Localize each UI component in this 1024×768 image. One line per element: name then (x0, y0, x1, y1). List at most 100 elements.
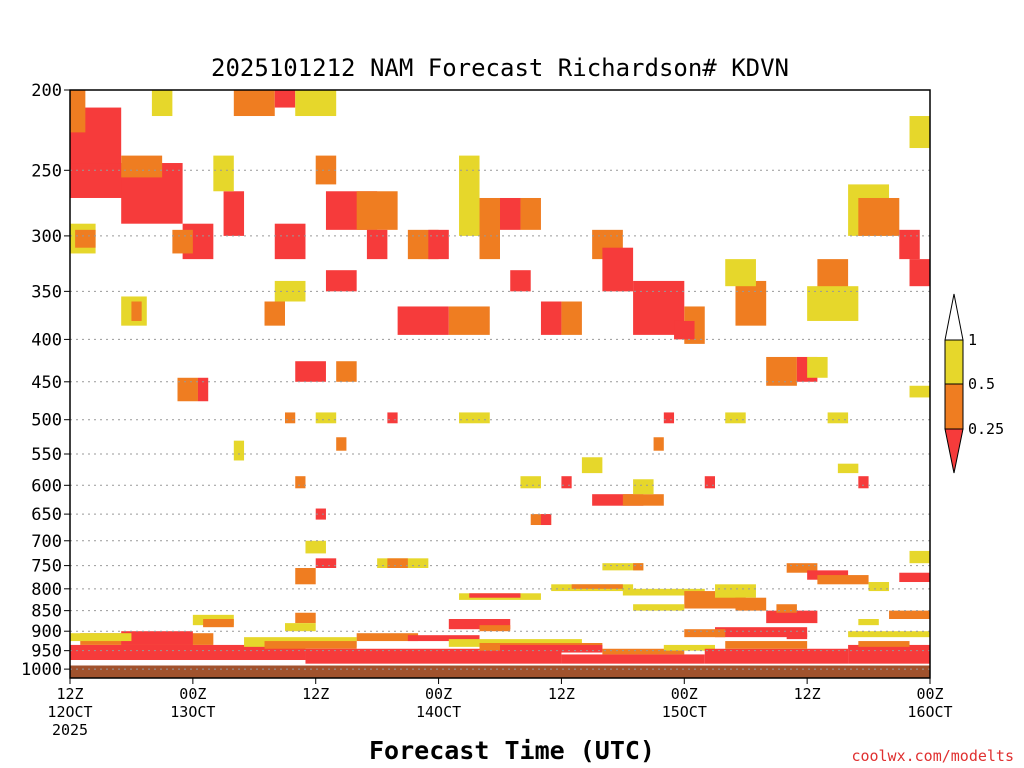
ri-cell (715, 584, 756, 598)
ri-cell (592, 494, 644, 506)
x-tick-label: 00Z (179, 685, 206, 703)
ri-cell (540, 514, 552, 526)
ri-cell (223, 191, 245, 236)
ri-cell (315, 508, 326, 520)
ri-cell (70, 633, 132, 642)
ri-cell (448, 306, 490, 335)
ri-cell (899, 229, 920, 260)
ri-cell (725, 412, 746, 424)
y-tick-label: 950 (31, 642, 62, 662)
ri-cell (305, 648, 562, 664)
ri-cell (75, 229, 96, 248)
chart-title: 2025101212 NAM Forecast Richardson# KDVN (211, 54, 789, 82)
ri-cell (684, 629, 726, 638)
x-tick-label: 14OCT (416, 703, 461, 721)
ri-cell (848, 644, 930, 664)
ri-cell (151, 90, 173, 117)
ri-cell (735, 280, 767, 326)
ri-cell (479, 625, 511, 632)
ri-cell (428, 229, 449, 260)
ri-cell (653, 437, 664, 451)
ri-cell (500, 197, 521, 230)
ri-cell (561, 301, 582, 335)
colorbar-bin (944, 383, 964, 430)
ri-cell (295, 476, 306, 489)
ri-cell (807, 356, 828, 378)
y-tick-label: 600 (31, 476, 62, 496)
ri-cell (561, 654, 705, 664)
ground-surface (70, 665, 930, 678)
y-tick-label: 350 (31, 282, 62, 302)
ri-cell (858, 476, 869, 489)
ri-cell (622, 588, 705, 596)
x-tick-label: 2025 (52, 721, 88, 739)
ri-cell (448, 639, 582, 647)
colorbar-bottom-arrow (944, 428, 964, 474)
ri-cell (735, 597, 767, 611)
x-tick-label: 00Z (671, 685, 698, 703)
ri-cell (766, 610, 818, 624)
ri-cell (837, 463, 859, 474)
y-tick-label: 550 (31, 445, 62, 465)
x-tick-label: 12OCT (47, 703, 92, 721)
ri-cell (807, 570, 849, 580)
ri-cell (121, 631, 193, 645)
x-tick-label: 12Z (56, 685, 83, 703)
colorbar-bin (944, 339, 964, 385)
ri-cell (274, 223, 306, 260)
ri-cell (520, 197, 541, 230)
ri-cell (633, 563, 644, 571)
ri-cell (561, 476, 572, 489)
y-tick-label: 700 (31, 532, 62, 552)
ri-cell (197, 377, 209, 402)
ri-cell (315, 412, 337, 424)
x-tick-label: 00Z (916, 685, 943, 703)
ri-cell (233, 440, 245, 461)
ri-cell (817, 259, 849, 292)
ri-cell (387, 412, 398, 424)
ri-cell (70, 644, 306, 661)
colorbar-top-arrow (944, 293, 964, 341)
ri-cell (909, 116, 930, 149)
ri-cell (387, 558, 408, 568)
ri-cell (581, 457, 603, 474)
ri-cell (295, 567, 316, 585)
ri-cell (663, 644, 715, 651)
ri-cell (213, 155, 234, 192)
ri-cell (766, 356, 797, 386)
ri-cell (274, 280, 306, 302)
colorbar-level-label: 1 (968, 331, 977, 349)
ri-cell (602, 563, 644, 571)
ri-cell (807, 286, 859, 321)
x-tick-label: 12Z (794, 685, 821, 703)
ri-cell (285, 623, 316, 632)
ri-cell (776, 604, 797, 613)
ri-cell (479, 197, 500, 260)
ri-cell (305, 540, 326, 554)
ri-cell (315, 558, 337, 568)
ri-cell (131, 301, 142, 321)
colorbar-legend: 1 0.5 0.25 (944, 293, 1004, 474)
y-tick-label: 650 (31, 505, 62, 525)
ri-cell (725, 259, 756, 287)
ri-cell (704, 476, 715, 489)
y-tick-label: 800 (31, 580, 62, 600)
ri-cell (356, 191, 398, 230)
ri-cell (909, 259, 930, 287)
ri-cell (674, 320, 695, 340)
ri-cell (274, 90, 296, 108)
ri-cell (510, 270, 531, 292)
x-tick-label: 00Z (425, 685, 452, 703)
ri-cell (858, 641, 910, 647)
ri-cell (264, 301, 285, 326)
ri-cell (233, 90, 275, 117)
ri-cell (203, 619, 234, 628)
ri-cell (725, 641, 808, 649)
plot-frame (69, 89, 931, 679)
colorbar-level-label: 0.25 (968, 420, 1004, 438)
ri-cell (70, 90, 86, 133)
ri-cell (633, 604, 685, 611)
ri-cell (817, 575, 869, 585)
